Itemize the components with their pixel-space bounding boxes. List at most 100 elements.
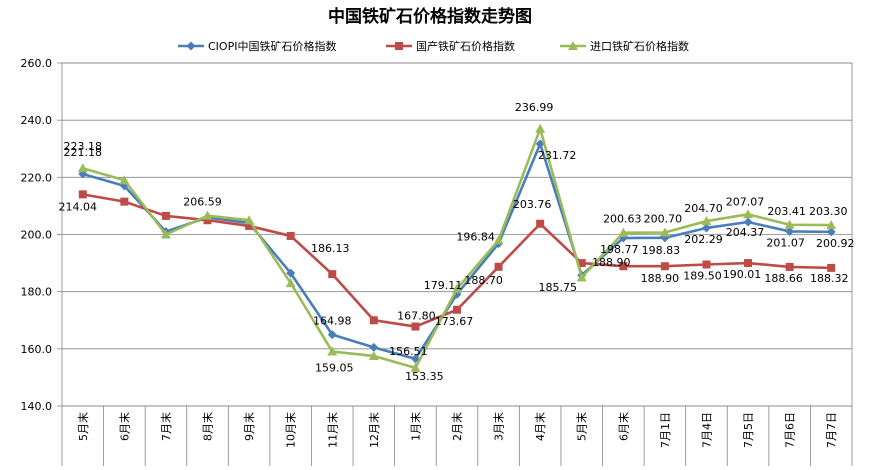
data-point [743, 217, 753, 227]
data-point [619, 262, 628, 271]
data-point [119, 175, 130, 185]
x-tick-label: 7月4日 [700, 412, 713, 448]
data-point [701, 216, 712, 226]
legend-marker [395, 42, 403, 50]
y-tick-label: 220.0 [21, 171, 53, 184]
data-point [702, 260, 711, 269]
data-label: 188.70 [464, 274, 503, 287]
data-point [618, 227, 629, 237]
y-tick-label: 260.0 [21, 57, 53, 70]
data-point [77, 163, 88, 173]
x-tick-label: 7月6日 [784, 412, 797, 448]
data-point [701, 223, 711, 233]
x-tick-label: 12月末 [367, 412, 381, 448]
data-point [660, 262, 669, 271]
data-label: 201.07 [766, 236, 805, 249]
data-point [120, 197, 129, 206]
x-tick-label: 11月末 [325, 412, 339, 448]
x-tick-label: 7月末 [159, 412, 173, 441]
data-point [245, 221, 254, 230]
y-tick-label: 160.0 [21, 343, 53, 356]
legend-label: 进口铁矿石价格指数 [590, 39, 689, 53]
data-label: 159.05 [315, 362, 354, 375]
data-label: 198.83 [642, 244, 681, 257]
data-point [286, 231, 295, 240]
data-point [784, 219, 795, 229]
y-tick-label: 200.0 [21, 229, 53, 242]
data-point [369, 342, 379, 352]
x-tick-label: 7月5日 [742, 412, 755, 448]
x-tick-label: 10月末 [284, 412, 298, 448]
data-label: 188.90 [641, 272, 680, 285]
data-point [161, 211, 170, 220]
data-label: 200.70 [644, 212, 683, 225]
axes: 140.0 160.0 180.0 200.0 220.0 240.0 260.0 5月末 6月… [21, 57, 853, 466]
legend-label: 国产铁矿石价格指数 [416, 39, 515, 53]
data-label: 188.90 [592, 256, 631, 269]
legend-label: CIOPI中国铁矿石价格指数 [208, 39, 336, 53]
data-point [785, 262, 794, 271]
data-label: 198.77 [600, 243, 639, 256]
data-label: 204.70 [684, 202, 723, 215]
data-point [827, 263, 836, 272]
data-point [826, 227, 836, 237]
data-label: 206.59 [183, 196, 222, 209]
y-tick-label: 240.0 [21, 114, 53, 127]
data-label: 189.50 [683, 270, 722, 283]
legend-item-2: 国产铁矿石价格指数 [386, 39, 515, 53]
data-label: 188.66 [764, 272, 803, 285]
y-tick-label: 180.0 [21, 286, 53, 299]
data-label: 164.98 [313, 315, 352, 328]
x-tick-label: 5月末 [575, 412, 589, 441]
legend: CIOPI中国铁矿石价格指数 国产铁矿石价格指数 进口铁矿石价格指数 [178, 39, 689, 53]
data-point [452, 283, 462, 293]
data-label: 221.18 [64, 146, 103, 159]
data-label: 156.51 [389, 345, 428, 358]
data-label: 188.32 [810, 272, 849, 285]
x-tick-label: 5月末 [76, 412, 90, 441]
data-point [327, 346, 338, 356]
data-point [411, 322, 420, 331]
data-label: 167.80 [397, 310, 436, 323]
data-point [743, 209, 754, 219]
x-tick-label: 2月末 [450, 412, 464, 441]
data-point [203, 216, 212, 225]
x-tick-label: 6月末 [616, 412, 630, 441]
data-point [785, 226, 795, 236]
series-1 [78, 139, 836, 364]
series-layer [77, 123, 837, 372]
data-label: 173.67 [435, 315, 474, 328]
chart-title: 中国铁矿石价格指数走势图 [328, 6, 532, 27]
legend-marker [568, 41, 578, 50]
data-label: 185.75 [538, 281, 577, 294]
plot-border [61, 62, 853, 407]
data-label: 204.37 [726, 226, 765, 239]
data-label: 203.76 [513, 198, 552, 211]
data-point [659, 227, 670, 237]
data-point [453, 305, 461, 314]
data-label: 190.01 [723, 268, 762, 281]
data-label: 186.13 [311, 242, 350, 255]
data-label: 231.72 [538, 149, 577, 162]
data-label: 223.18 [64, 140, 103, 153]
x-tick-label: 9月末 [242, 412, 256, 441]
series-3 [77, 123, 837, 372]
legend-marker [186, 41, 196, 51]
data-label: 200.63 [603, 213, 642, 226]
x-tick-label: 3月末 [492, 412, 506, 441]
data-point [286, 268, 296, 278]
x-tick-label: 7月1日 [659, 412, 672, 448]
data-label: 207.07 [726, 195, 765, 208]
data-point [744, 259, 753, 268]
series-line [82, 127, 832, 370]
data-point [410, 362, 421, 372]
y-tick-label: 140.0 [21, 400, 53, 413]
data-labels: 221.18 164.98 156.51 179.11 196.84 231.72 185.… [59, 101, 855, 383]
data-label: 179.11 [424, 279, 463, 292]
x-tick-label: 1月末 [408, 412, 422, 441]
data-label: 236.99 [515, 101, 554, 114]
data-label: 202.29 [684, 233, 723, 246]
x-tick-label: 7月7日 [825, 412, 838, 448]
data-point [78, 190, 87, 199]
data-point [160, 229, 171, 239]
